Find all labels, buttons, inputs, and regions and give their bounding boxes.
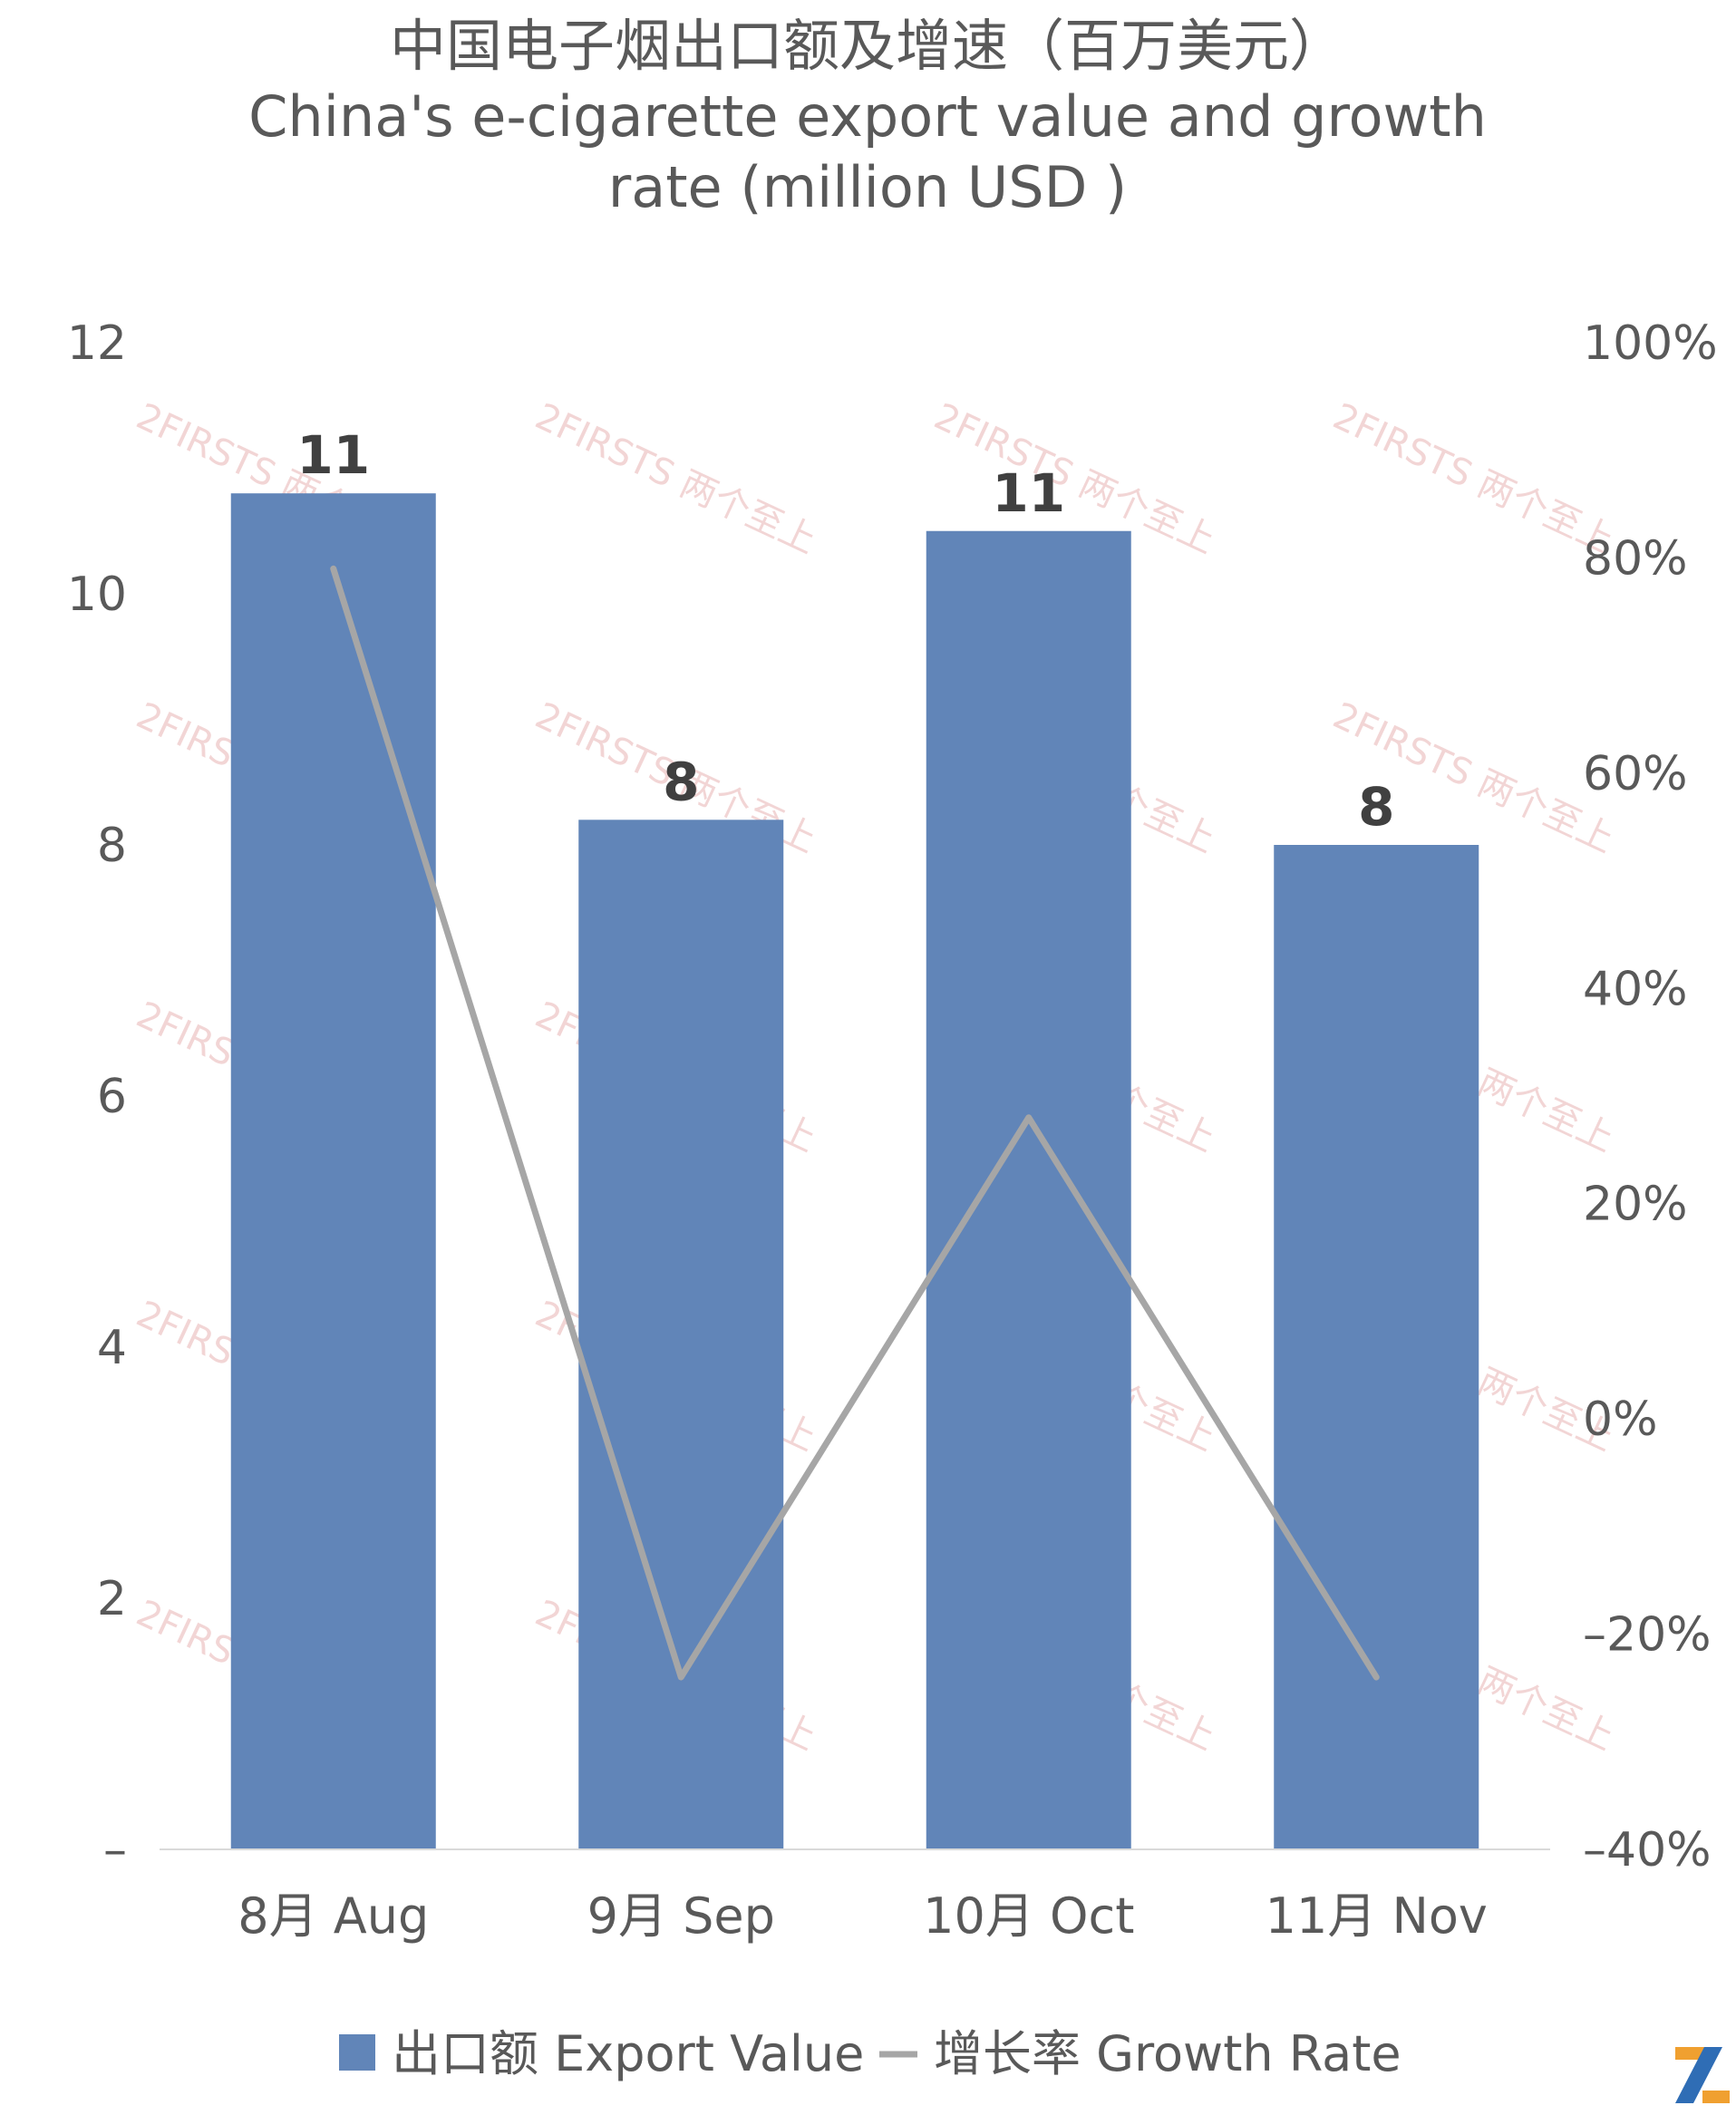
growth-line — [330, 565, 1380, 1681]
category-labels: 8月 Aug 9月 Sep 10月 Oct 11月 Nov — [238, 1887, 1488, 1945]
legend-label-export-value: 出口额 Export Value — [392, 2025, 864, 2082]
data-label: 11 — [296, 424, 370, 486]
data-label: 8 — [663, 751, 699, 812]
left-tick-label: 4 — [97, 1321, 127, 1375]
legend: 出口额 Export Value 增长率 Growth Rate — [339, 2025, 1401, 2082]
data-labels: 11 8 11 8 — [296, 424, 1394, 838]
chart-title-line-1: 中国电子烟出口额及增速（百万美元） — [390, 13, 1345, 79]
data-label: 11 — [992, 462, 1065, 524]
bar — [926, 530, 1131, 1849]
left-tick-label: 10 — [67, 568, 127, 622]
right-tick-label: 40% — [1583, 962, 1688, 1016]
category-label: 10月 Oct — [923, 1887, 1134, 1945]
category-label: 8月 Aug — [238, 1887, 429, 1945]
chart-title-line-3: rate (million USD ) — [608, 154, 1127, 220]
right-tick-label: –20% — [1583, 1608, 1712, 1663]
watermark-text: 2FIRSTS 两个至上 — [1327, 395, 1621, 562]
left-tick-label: 6 — [97, 1070, 127, 1124]
left-tick-label: 12 — [67, 316, 127, 371]
left-tick-label: 2 — [97, 1572, 127, 1626]
data-label: 8 — [1358, 776, 1394, 838]
right-tick-label: 100% — [1583, 316, 1718, 371]
bar — [1274, 845, 1479, 1849]
right-tick-label: 60% — [1583, 747, 1688, 801]
left-tick-label: 8 — [97, 819, 127, 873]
legend-label-growth-rate: 增长率 Growth Rate — [934, 2025, 1401, 2082]
right-tick-label: 0% — [1583, 1392, 1658, 1447]
category-label: 11月 Nov — [1266, 1887, 1488, 1945]
right-tick-label: 80% — [1583, 531, 1688, 586]
bars — [230, 493, 1479, 1850]
2firsts-logo-icon — [1675, 2047, 1730, 2103]
right-tick-label: –40% — [1583, 1823, 1712, 1877]
watermark-text: 2FIRSTS 两个至上 — [529, 395, 823, 562]
bar — [578, 820, 784, 1849]
chart-title-line-2: China's e-cigarette export value and gro… — [248, 83, 1487, 150]
bar — [230, 493, 436, 1850]
right-axis-ticks: –40% –20% 0% 20% 40% 60% 80% 100% — [1583, 316, 1718, 1877]
category-label: 9月 Sep — [587, 1887, 775, 1945]
left-tick-label: – — [103, 1823, 127, 1877]
right-tick-label: 20% — [1583, 1178, 1688, 1232]
left-axis-ticks: – 2 4 6 8 10 12 — [67, 316, 127, 1877]
growth-rate-line — [330, 565, 1380, 1681]
legend-swatch-export-value — [339, 2034, 375, 2071]
